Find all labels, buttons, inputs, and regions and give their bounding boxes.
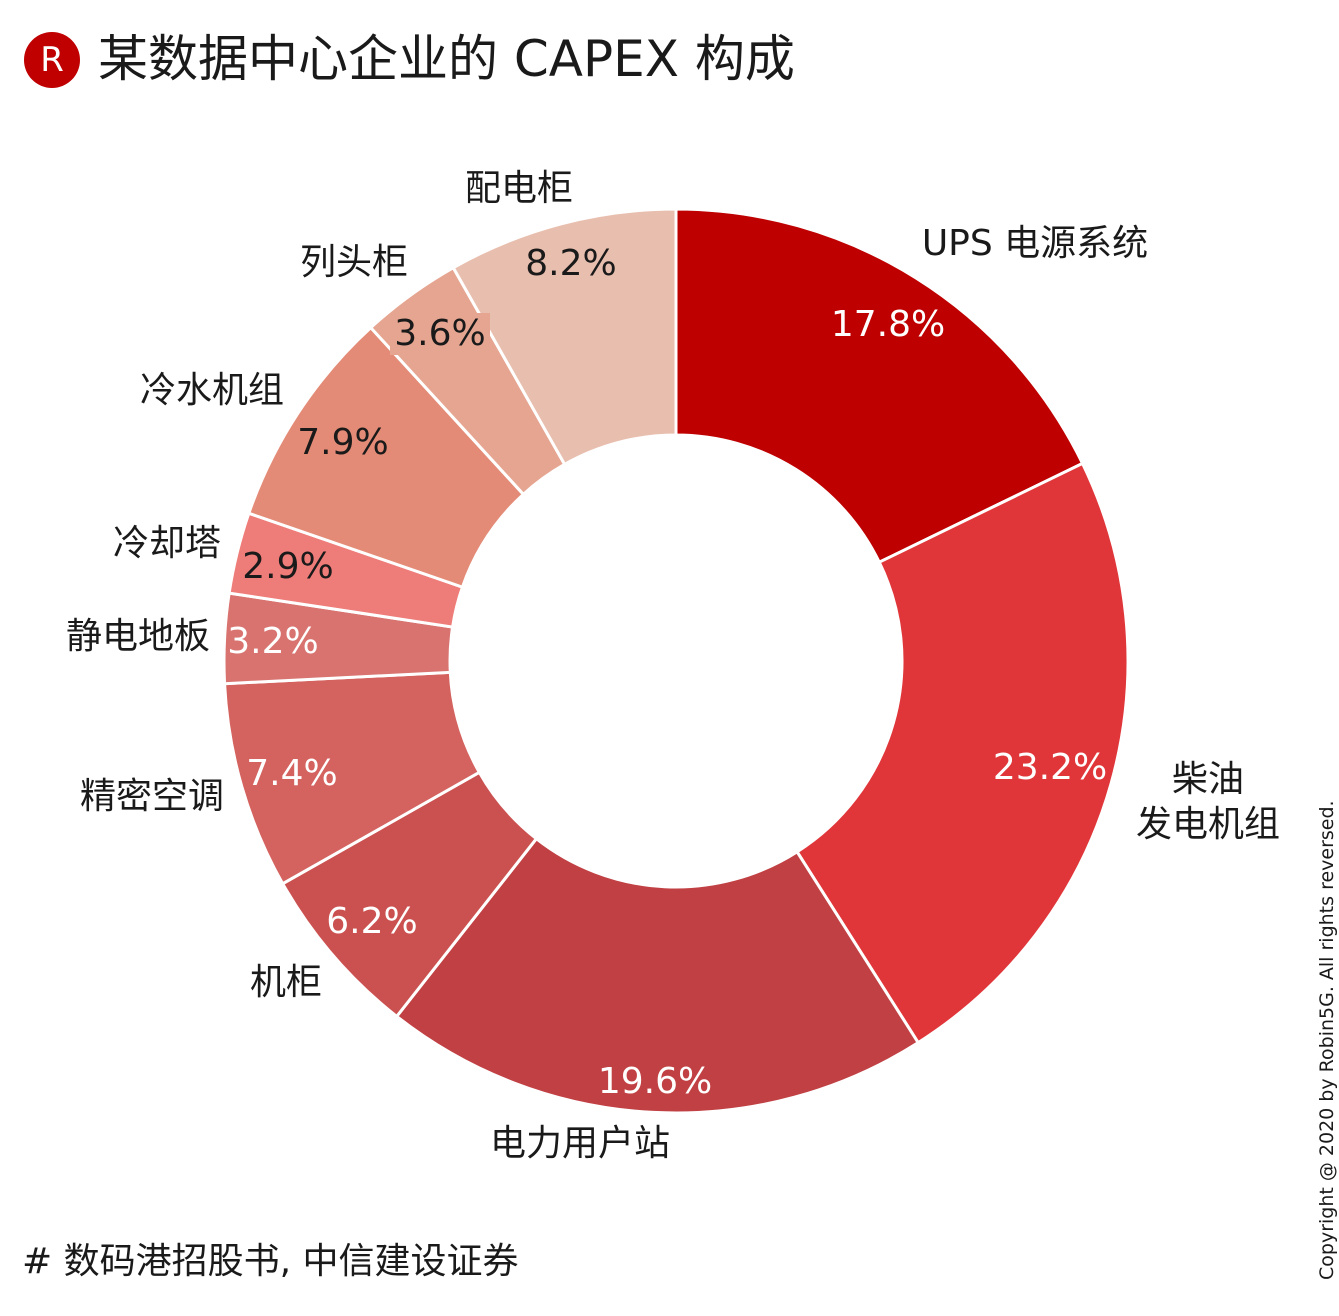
category-label: 列头柜 (300, 242, 408, 283)
category-label: 电力用户站 (490, 1123, 670, 1164)
value-label: 2.9% (242, 546, 333, 587)
category-label: UPS 电源系统 (922, 223, 1148, 264)
donut-slice-1 (795, 461, 1130, 1045)
donut-slice-0 (674, 207, 1085, 565)
value-label-bg (390, 313, 490, 355)
category-label: 精密空调 (80, 776, 224, 817)
category-label: 发电机组 (1136, 804, 1280, 845)
category-label: 冷水机组 (140, 370, 284, 411)
value-label: 17.8% (831, 304, 945, 345)
category-label: 静电地板 (66, 616, 210, 657)
value-label: 23.2% (993, 747, 1107, 788)
chart-title: 某数据中心企业的 CAPEX 构成 (98, 30, 795, 88)
value-label: 7.4% (246, 753, 337, 794)
value-label: 7.9% (297, 422, 388, 463)
value-label: 6.2% (326, 901, 417, 942)
category-label: 机柜 (250, 962, 322, 1003)
category-label: 配电柜 (465, 168, 573, 209)
value-label: 3.2% (227, 621, 318, 662)
category-label: 柴油 (1172, 759, 1244, 800)
donut-slice-9 (451, 207, 678, 467)
brand-logo: R (24, 32, 80, 88)
value-label: 19.6% (598, 1061, 712, 1102)
copyright-note: Copyright @ 2020 by Robin5G. All rights … (1316, 800, 1338, 1280)
source-note: # 数码港招股书, 中信建设证券 (22, 1241, 519, 1282)
category-label: 冷却塔 (113, 523, 221, 564)
value-label: 8.2% (525, 243, 616, 284)
donut-slice-2 (394, 836, 921, 1115)
value-label: 3.6% (394, 313, 485, 354)
